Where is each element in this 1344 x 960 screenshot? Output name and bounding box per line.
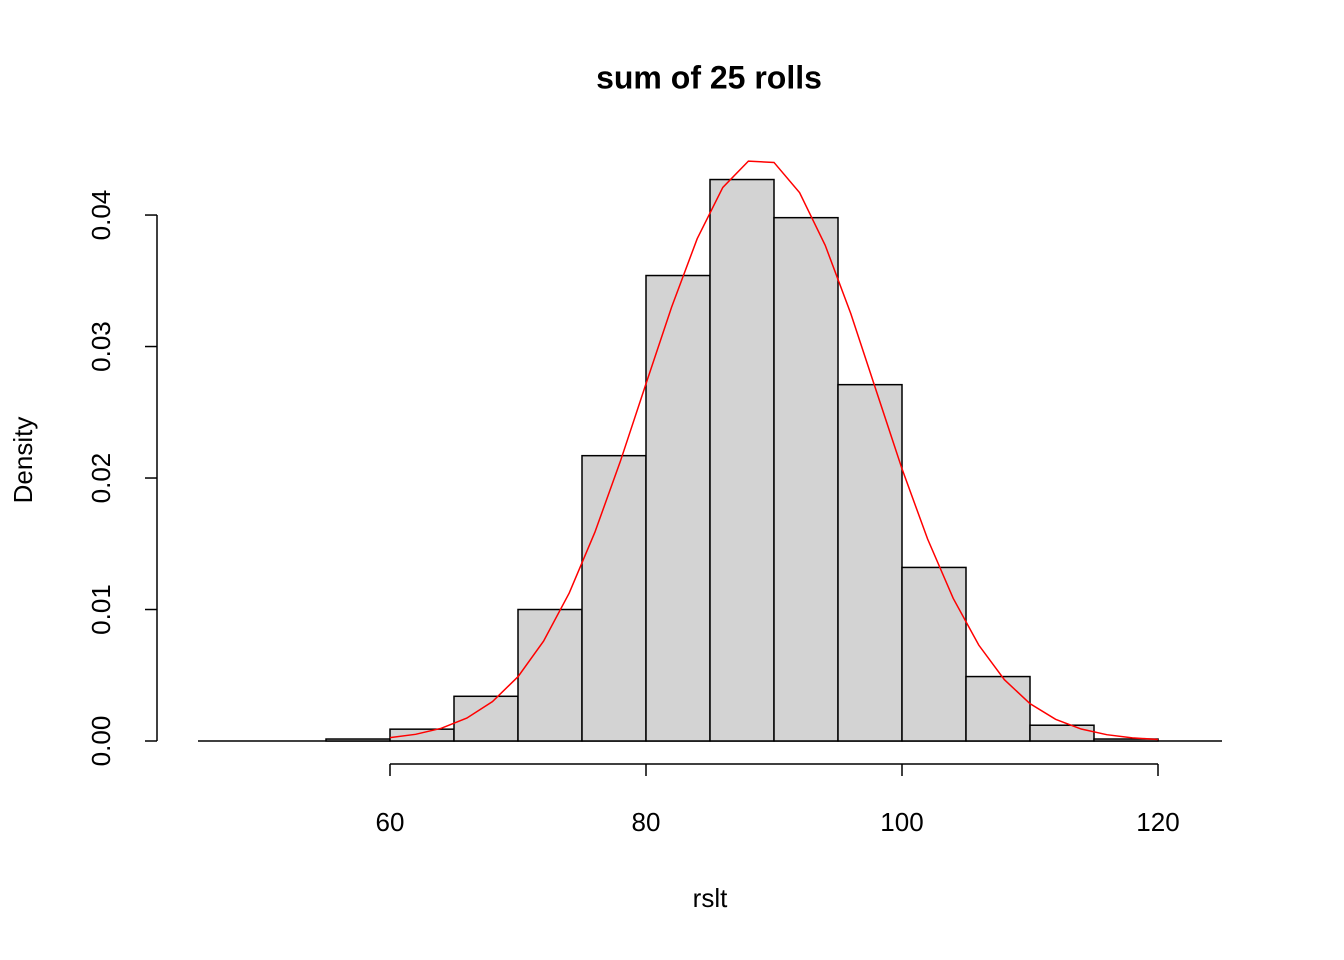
histogram-bar xyxy=(1093,738,1159,742)
histogram-bar xyxy=(389,728,455,742)
histogram-bar xyxy=(965,675,1031,742)
y-tick-label: 0.04 xyxy=(86,190,116,241)
histogram-bar xyxy=(517,608,583,742)
histogram-bar xyxy=(709,178,775,742)
x-tick-label: 60 xyxy=(376,807,405,837)
histogram-bar xyxy=(645,274,711,742)
chart-title: sum of 25 rolls xyxy=(596,59,822,95)
y-tick-label: 0.01 xyxy=(86,584,116,635)
x-tick-label: 100 xyxy=(880,807,923,837)
histogram-bar xyxy=(901,566,967,742)
x-tick-label: 80 xyxy=(632,807,661,837)
y-tick-label: 0.00 xyxy=(86,716,116,767)
x-axis-label: rslt xyxy=(693,883,728,913)
y-tick-label: 0.03 xyxy=(86,321,116,372)
histogram-bar xyxy=(581,454,647,742)
histogram-bar xyxy=(837,383,903,742)
y-tick-label: 0.02 xyxy=(86,453,116,504)
histogram-bar xyxy=(325,738,391,742)
x-tick-label: 120 xyxy=(1136,807,1179,837)
histogram-bar xyxy=(773,216,839,742)
y-axis-label: Density xyxy=(8,417,38,504)
density-curve xyxy=(389,160,1159,741)
histogram-bar xyxy=(1029,724,1095,742)
